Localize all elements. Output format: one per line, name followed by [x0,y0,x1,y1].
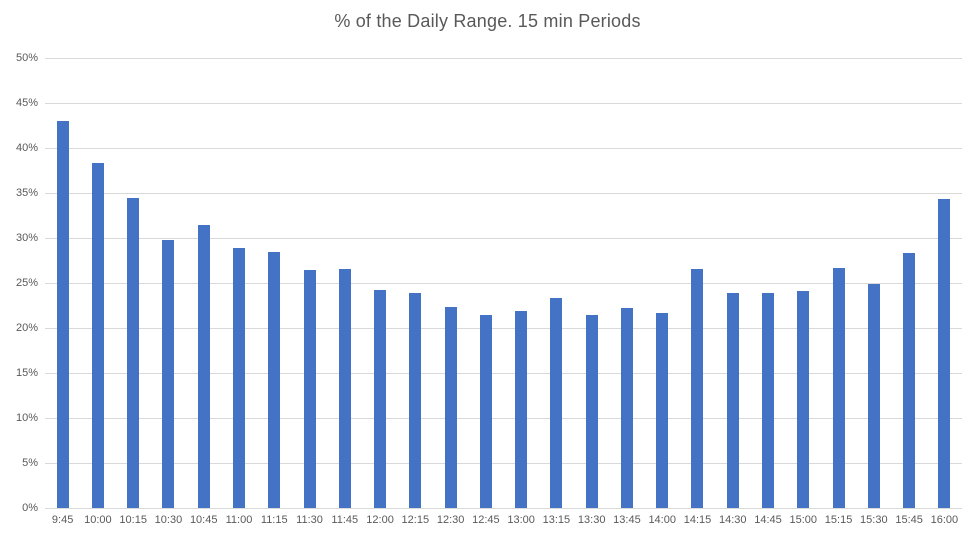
y-axis-tick-label: 40% [15,142,38,154]
x-axis-tick-label: 11:15 [260,514,288,526]
gridline [45,103,962,104]
bar [762,292,775,508]
y-axis-tick-label: 30% [15,232,38,244]
x-axis-tick-label: 15:15 [824,514,853,526]
x-axis-tick-label: 10:45 [189,514,218,526]
bar [797,291,810,508]
x-axis-tick-label: 14:30 [718,514,747,526]
x-axis-tick-label: 11:45 [331,514,359,526]
x-axis-tick-label: 13:00 [507,514,535,526]
bar [91,163,104,508]
y-axis-tick-label: 10% [15,412,38,424]
bar [620,308,633,508]
gridline [45,238,962,239]
x-axis-tick-label: 14:00 [648,514,676,526]
y-axis-tick-label: 35% [15,187,38,199]
bar [127,197,140,508]
x-axis-tick-label: 10:00 [84,514,112,526]
x-axis-tick-label: 15:45 [895,514,923,526]
x-axis: 9:45 10:00 10:15 10:30 10:45 11:00 11:15 11:30 1… [45,514,962,534]
bar [56,121,69,508]
plot-area [45,58,962,509]
y-axis: 0% 5% 10% 15% 20% 25% 30% 35% 40% 45% 50% [0,52,38,514]
gridline [45,193,962,194]
x-axis-tick-label: 16:00 [930,514,959,526]
bar [444,307,457,508]
chart-title: % of the Daily Range. 15 min Periods [334,11,641,31]
x-axis-tick-label: 12:00 [366,514,394,526]
bar [162,239,175,508]
bar [656,312,669,508]
x-axis-tick-label: 13:15 [542,514,571,526]
x-axis-tick-label: 9:45 [51,514,74,526]
bar [338,268,351,508]
gridline [45,463,962,464]
bar [232,247,245,508]
x-axis-tick-label: 14:45 [754,514,782,526]
x-axis-tick-label: 12:15 [401,514,430,526]
bar [268,252,281,508]
y-axis-tick-label: 20% [15,322,38,334]
gridline [45,508,962,509]
x-axis-tick-label: 12:30 [436,514,465,526]
x-axis-tick-label: 10:30 [154,514,183,526]
bar [197,224,210,508]
bar [691,268,704,508]
bar [832,267,845,508]
x-axis-tick-label: 11:00 [225,514,253,526]
x-axis-tick-label: 15:30 [860,514,888,526]
gridline [45,283,962,284]
y-axis-tick-label: 5% [22,457,38,469]
bar [374,290,387,508]
gridline [45,148,962,149]
x-axis-tick-label: 13:30 [577,514,606,526]
bar [938,199,951,508]
bar [479,315,492,508]
y-axis-tick-label: 0% [22,502,38,514]
x-axis-tick-label: 11:30 [296,514,323,526]
bar [409,292,422,508]
gridline [45,418,962,419]
x-axis-tick-label: 10:15 [119,514,147,526]
gridline [45,373,962,374]
y-axis-tick-label: 15% [15,367,38,379]
bar [550,298,563,508]
x-axis-tick-label: 13:45 [613,514,641,526]
bar [515,310,528,508]
bar [867,283,880,508]
x-axis-tick-label: 12:45 [472,514,500,526]
bar [303,270,316,508]
bar [726,292,739,508]
y-axis-tick-label: 25% [15,277,38,289]
gridline [45,328,962,329]
bar [585,315,598,508]
y-axis-tick-label: 45% [15,97,38,109]
x-axis-tick-label: 14:15 [683,514,712,526]
x-axis-tick-label: 15:00 [789,514,818,526]
bar [903,253,916,508]
y-axis-tick-label: 50% [15,52,38,64]
gridline [45,58,962,59]
